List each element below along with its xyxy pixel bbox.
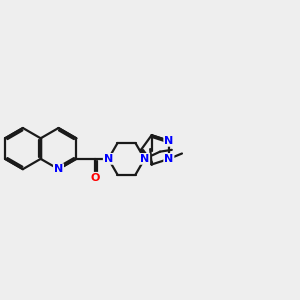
Text: N: N [164, 136, 173, 146]
Text: N: N [54, 164, 63, 174]
Text: O: O [90, 173, 100, 183]
Text: N: N [164, 154, 173, 164]
Text: N: N [140, 154, 149, 164]
Text: N: N [104, 154, 113, 164]
